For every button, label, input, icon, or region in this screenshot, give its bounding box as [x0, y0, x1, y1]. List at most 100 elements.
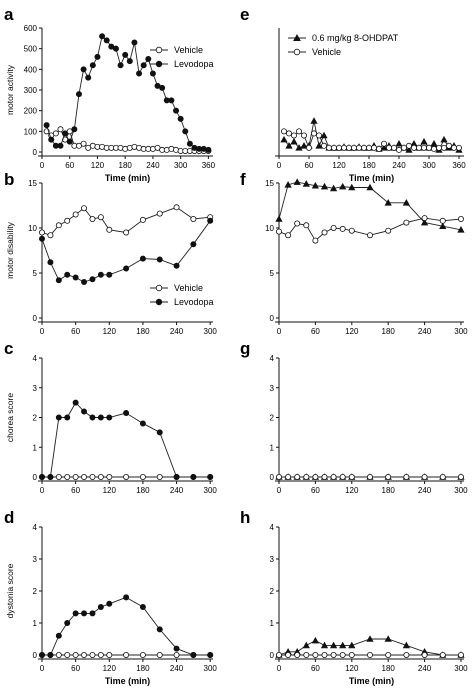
data-point [173, 473, 180, 480]
data-point [72, 610, 79, 617]
y-tick-label: 2 [33, 587, 38, 596]
panel-letter: e [240, 5, 249, 24]
series-0.6 mg/kg 8-OHDPAT [275, 178, 465, 233]
data-point [89, 473, 96, 480]
data-point [190, 473, 197, 480]
data-point [55, 473, 62, 480]
data-point [430, 139, 438, 147]
x-tick-label: 300 [454, 486, 468, 495]
data-point [106, 652, 113, 659]
x-tick-label: 120 [91, 161, 105, 170]
x-tick-label: 60 [311, 327, 320, 336]
x-tick-label: 120 [103, 327, 117, 336]
data-point [117, 62, 124, 69]
data-point [420, 218, 429, 226]
data-point [72, 274, 79, 281]
data-point [339, 641, 347, 649]
x-tick-label: 0 [40, 161, 45, 170]
data-point [55, 652, 62, 659]
legend: Vehicle Levodopa [150, 283, 214, 307]
data-point [140, 62, 147, 69]
x-tick-label: 60 [71, 486, 80, 495]
panel-letter: a [4, 5, 14, 24]
data-point [375, 145, 382, 152]
data-point [405, 146, 413, 153]
x-tick-label: 240 [392, 161, 406, 170]
x-tick-label: 0 [277, 327, 282, 336]
data-point [106, 271, 113, 278]
data-point [64, 620, 71, 627]
panel-g: g 0 1 2 3 4 0 60 120 180 240 300 [240, 339, 468, 495]
panel-e: e 0 60 120 180 240 300 360 Time (min) 0.6 mg/kg 8… [240, 5, 466, 183]
data-point [62, 130, 69, 137]
x-tick-label: 300 [204, 664, 218, 673]
data-point [402, 199, 411, 206]
data-point [64, 217, 71, 224]
data-point [55, 414, 62, 421]
y-tick-label: 3 [33, 555, 38, 564]
data-point [400, 144, 407, 151]
data-point [103, 37, 110, 44]
x-tick-label: 360 [202, 161, 216, 170]
data-point [366, 635, 374, 642]
data-point [97, 271, 104, 278]
y-axis-label: chorea score [5, 393, 15, 442]
y-tick-label: 15 [265, 179, 274, 188]
data-point [305, 144, 312, 151]
data-point [149, 70, 156, 77]
legend: 0.6 mg/kg 8-OHDPAT Vehicle [288, 33, 399, 57]
legend-marker [293, 48, 301, 56]
y-tick-label: 100 [24, 127, 38, 136]
data-point [385, 144, 392, 151]
data-point [335, 144, 342, 151]
x-tick-label: 60 [65, 161, 74, 170]
data-point [303, 222, 310, 229]
y-axis-label: dystonia score [5, 563, 15, 618]
data-point [131, 39, 138, 46]
panel-f: f 0 5 10 15 0 60 120 180 240 300 [240, 170, 468, 336]
data-point [89, 276, 96, 283]
data-point [81, 408, 88, 415]
y-tick-label: 0 [33, 473, 38, 482]
data-point [156, 256, 163, 263]
data-point [47, 232, 54, 239]
data-point [173, 204, 180, 211]
data-point [64, 652, 71, 659]
data-point [159, 84, 166, 91]
data-point [275, 473, 282, 480]
data-point [186, 140, 193, 147]
data-point [66, 138, 73, 145]
x-tick-label: 120 [103, 664, 117, 673]
x-tick-label: 120 [345, 327, 359, 336]
data-point [300, 142, 308, 149]
x-tick-label: 120 [345, 486, 359, 495]
data-point [39, 652, 46, 659]
data-point [72, 399, 79, 406]
data-point [320, 182, 329, 190]
y-tick-label: 5 [270, 269, 275, 278]
data-point [421, 473, 428, 480]
y-tick-label: 600 [24, 24, 38, 33]
y-tick-label: 1 [33, 619, 38, 628]
data-point [320, 142, 327, 149]
data-point [366, 652, 373, 659]
y-tick-label: 1 [270, 443, 275, 452]
data-point [139, 420, 146, 427]
data-point [348, 641, 356, 649]
data-point [39, 229, 46, 236]
data-point [39, 473, 46, 480]
data-point [385, 473, 392, 480]
data-point [325, 144, 332, 151]
x-tick-label: 60 [311, 486, 320, 495]
data-point [311, 181, 320, 189]
data-point [457, 226, 465, 233]
x-tick-label: 180 [136, 486, 150, 495]
x-tick-label: 60 [311, 664, 320, 673]
x-tick-label: 180 [136, 664, 150, 673]
data-point [457, 473, 464, 480]
data-point [285, 130, 292, 137]
legend-label: Levodopa [174, 59, 214, 69]
data-point [395, 139, 403, 147]
data-point [71, 126, 78, 133]
data-point [99, 33, 106, 40]
